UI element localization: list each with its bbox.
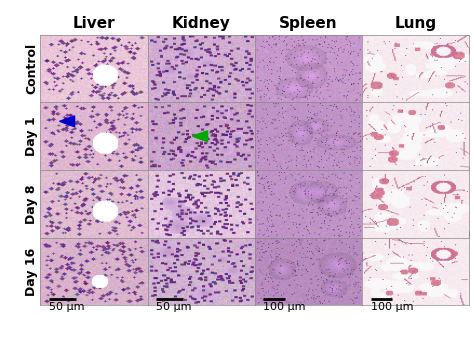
Text: 100 μm: 100 μm [264,302,306,312]
Text: Spleen: Spleen [279,16,337,31]
Text: Day 8: Day 8 [25,184,38,223]
Text: 100 μm: 100 μm [371,302,413,312]
Text: 50 μm: 50 μm [49,302,84,312]
Text: Day 1: Day 1 [25,116,38,156]
Polygon shape [60,116,74,127]
Polygon shape [192,131,208,142]
Text: Liver: Liver [73,16,115,31]
Text: Lung: Lung [394,16,437,31]
Text: Kidney: Kidney [172,16,230,31]
Text: Day 16: Day 16 [25,247,38,296]
Text: 50 μm: 50 μm [156,302,191,312]
Text: Control: Control [25,43,38,94]
